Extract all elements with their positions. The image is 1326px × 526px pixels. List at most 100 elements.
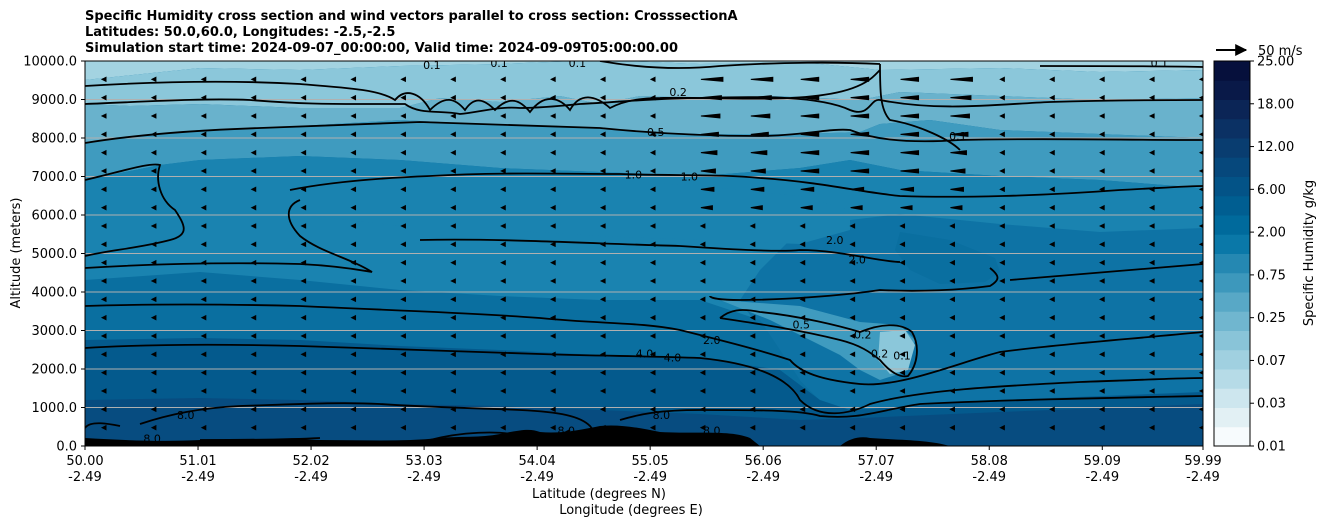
wind-arrow (450, 149, 456, 156)
wind-arrow (1099, 204, 1105, 211)
contour-label: 0.1 (1151, 57, 1169, 70)
wind-arrow (899, 296, 906, 303)
wind-arrow (999, 278, 1005, 284)
wind-arrow (150, 241, 157, 248)
wind-arrow (550, 259, 556, 266)
colorbar-segment (1214, 157, 1250, 177)
wind-arrow (799, 223, 806, 229)
wind-arrow (300, 369, 307, 376)
wind-arrow (700, 205, 713, 211)
wind-arrow (250, 351, 257, 358)
wind-arrow (800, 150, 820, 156)
contour-label: 1.0 (625, 169, 643, 182)
wind-arrow (200, 113, 207, 119)
wind-arrow (350, 204, 357, 211)
wind-arrow (250, 94, 257, 101)
wind-arrow (1198, 388, 1203, 394)
wind-arrow (1049, 314, 1055, 321)
wind-arrow (699, 223, 706, 229)
wind-arrow (700, 113, 721, 119)
wind-arrow (150, 94, 157, 101)
wind-arrow (300, 113, 307, 119)
x-tick-label-lon: -2.49 (181, 470, 215, 485)
wind-arrow (200, 278, 207, 284)
wind-arrow (999, 94, 1005, 101)
wind-arrow (450, 94, 456, 101)
wind-arrow (550, 168, 556, 174)
wind-arrow (749, 333, 756, 339)
wind-arrow (999, 204, 1005, 211)
wind-arrow (500, 369, 506, 376)
y-axis: 0.0 1000.0 2000.0 3000.0 4000.0 5000.0 6000.0 7… (23, 55, 85, 455)
wind-arrow (649, 369, 656, 376)
wind-arrow (350, 333, 357, 339)
wind-arrow (1198, 333, 1203, 339)
wind-arrow (200, 186, 207, 193)
wind-arrow (1049, 406, 1055, 413)
colorbar-tick-label: 0.03 (1257, 397, 1286, 412)
wind-arrow (400, 369, 406, 376)
wind-arrow (450, 351, 456, 358)
colorbar-segment (1214, 349, 1250, 370)
y-tick-label: 3000.0 (32, 324, 78, 339)
wind-arrow (450, 131, 456, 138)
colorbar-tick-label: 18.00 (1257, 97, 1294, 112)
wind-arrow (599, 388, 606, 394)
wind-arrow (799, 369, 806, 376)
wind-arrow (250, 388, 257, 394)
wind-arrow (1198, 315, 1203, 320)
wind-arrow (999, 388, 1005, 394)
y-tick-label: 9000.0 (32, 93, 78, 108)
wind-arrow (949, 351, 955, 358)
wind-arrow (1099, 424, 1105, 431)
colorbar-segment (1214, 253, 1250, 274)
wind-arrow (150, 259, 157, 266)
wind-arrow (900, 186, 915, 192)
colorbar-segment (1214, 407, 1250, 428)
wind-arrow (949, 241, 955, 248)
wind-arrow (950, 95, 972, 101)
wind-arrow (450, 113, 456, 119)
wind-arrow (949, 388, 955, 394)
wind-arrow (400, 406, 406, 413)
wind-arrow (1148, 131, 1155, 138)
wind-arrow (799, 314, 806, 321)
x-tick-label-lon: -2.49 (746, 470, 780, 485)
wind-arrow (700, 168, 716, 174)
wind-arrow (599, 351, 606, 358)
wind-arrow (1198, 407, 1203, 412)
wind-arrow (200, 76, 207, 83)
wind-arrow (100, 333, 107, 339)
wind-arrow (699, 406, 706, 413)
colorbar-segment (1214, 292, 1250, 312)
wind-arrow (699, 424, 706, 431)
y-tick-label: 1000.0 (32, 401, 78, 416)
wind-arrow (599, 424, 606, 431)
wind-arrow (999, 333, 1005, 339)
wind-arrow (350, 406, 357, 413)
wind-arrow (950, 186, 964, 192)
wind-arrow (999, 76, 1005, 83)
wind-arrow (300, 424, 307, 431)
wind-arrow (200, 131, 207, 138)
wind-arrow (1099, 168, 1105, 174)
wind-arrow (850, 186, 865, 192)
wind-arrow (400, 94, 406, 101)
contour-lines (85, 61, 1203, 441)
wind-arrow (999, 131, 1005, 138)
x-tick-label-lat: 59.99 (1184, 454, 1221, 469)
wind-arrow (300, 278, 307, 284)
y-tick-label: 5000.0 (32, 247, 78, 262)
wind-arrow (350, 223, 357, 229)
wind-arrow (899, 223, 906, 229)
wind-arrow (400, 76, 406, 83)
wind-arrow (150, 204, 157, 211)
wind-arrow (1099, 76, 1105, 83)
wind-arrow (150, 424, 157, 431)
colorbar-segment (1214, 99, 1250, 120)
wind-arrow (649, 149, 656, 156)
wind-arrow (899, 314, 906, 321)
wind-arrow (799, 296, 806, 303)
wind-arrow (949, 223, 955, 229)
wind-arrow (599, 333, 606, 339)
